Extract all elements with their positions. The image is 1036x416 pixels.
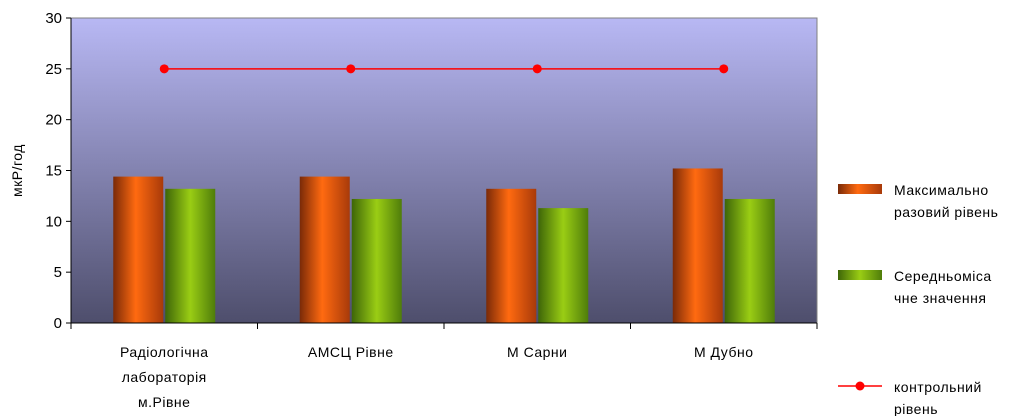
legend-label-2: контрольний рівень — [894, 379, 982, 416]
legend-swatch-1 — [838, 270, 882, 280]
bar-s1-c2 — [538, 208, 589, 323]
control-level-point-3 — [719, 64, 729, 74]
legend-label-1: Середньоміса чне значення — [894, 268, 992, 306]
control-level-point-0 — [159, 64, 169, 74]
y-axis-label: мкР/год — [9, 144, 25, 197]
y-tick-label: 20 — [45, 112, 62, 129]
bar-s0-c2 — [486, 188, 537, 323]
bar-s1-c1 — [351, 198, 402, 323]
x-tick-label-2: М Сарни — [507, 344, 567, 360]
legend-marker-2 — [855, 381, 865, 391]
x-tick-label-1: АМСЦ Рівне — [308, 344, 394, 360]
y-tick-label: 25 — [45, 61, 62, 78]
y-tick-label: 0 — [54, 315, 62, 332]
legend-swatch-0 — [838, 184, 882, 194]
bar-s0-c1 — [299, 176, 350, 323]
bar-s0-c0 — [113, 176, 164, 323]
y-tick-label: 15 — [45, 163, 62, 180]
x-tick-label-3: М Дубно — [694, 344, 754, 360]
bar-s1-c0 — [165, 188, 216, 323]
y-tick-label: 30 — [45, 10, 62, 27]
x-tick-label-0: Радіологічна лабораторія м.Рівне — [120, 344, 209, 410]
control-level-point-2 — [532, 64, 542, 74]
legend-label-0: Максимально разовий рівень — [894, 182, 998, 220]
bar-s1-c3 — [724, 198, 775, 323]
bar-s0-c3 — [672, 168, 723, 323]
control-level-point-1 — [346, 64, 356, 74]
y-tick-label: 10 — [45, 213, 62, 230]
y-tick-label: 5 — [54, 264, 62, 281]
